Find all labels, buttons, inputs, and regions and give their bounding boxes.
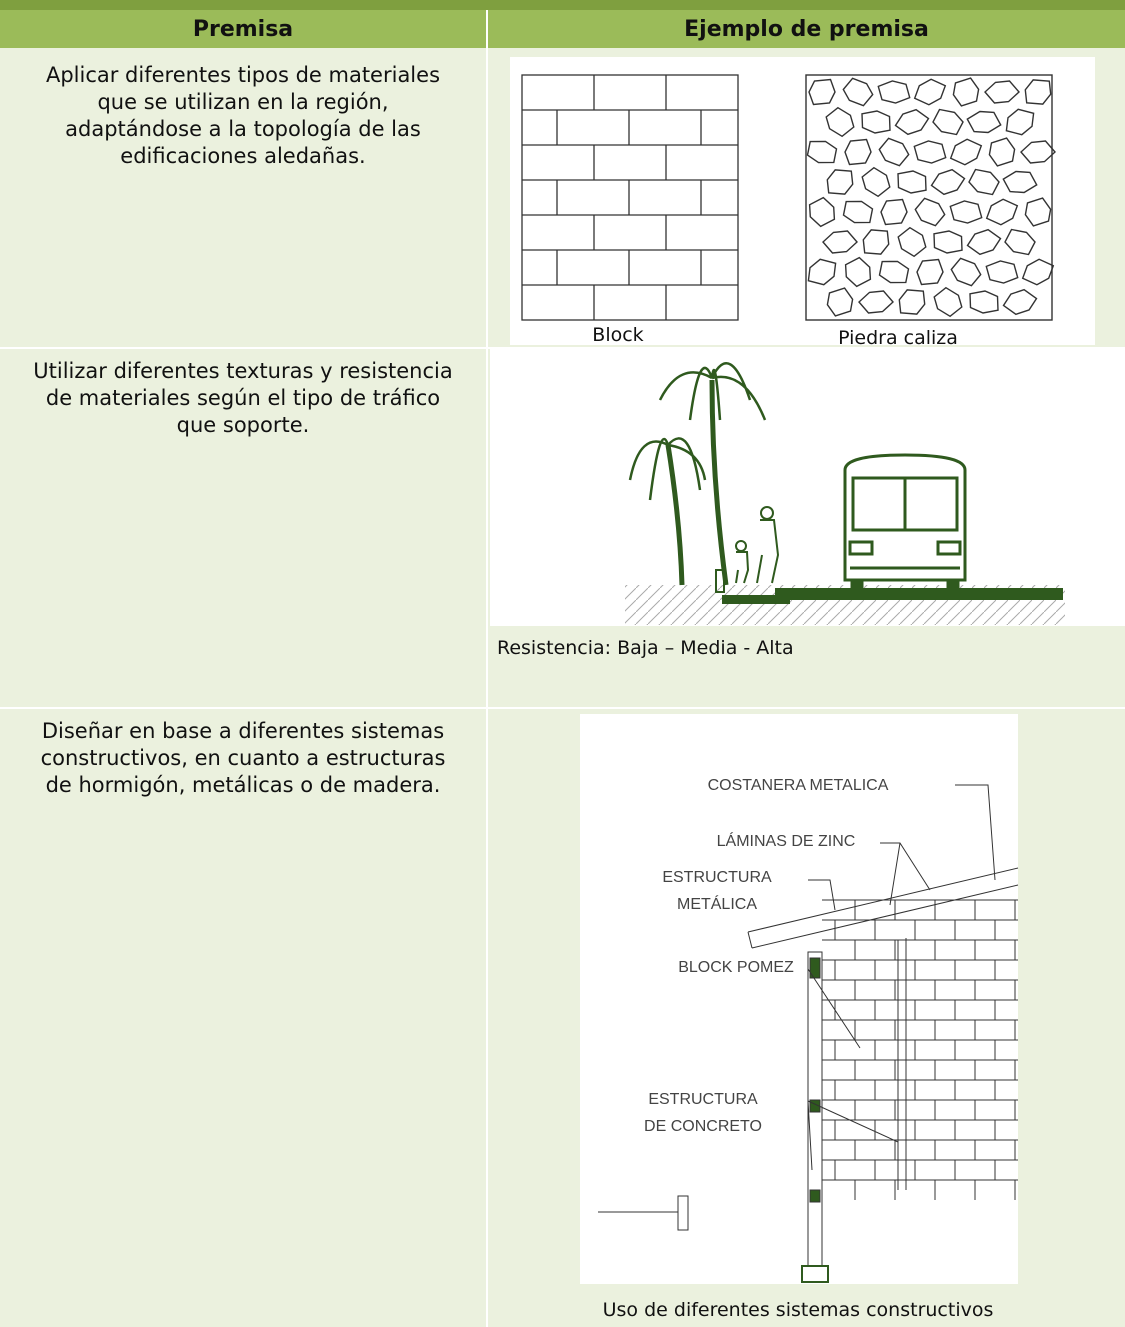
row-rule: [0, 347, 1125, 349]
stone: [1021, 258, 1055, 286]
block-wall: [521, 74, 739, 321]
stone: [894, 108, 930, 136]
stone: [913, 140, 947, 164]
stone: [950, 257, 982, 287]
stone: [880, 198, 908, 226]
section-label: METÁLICA: [677, 894, 757, 913]
stone: [916, 258, 944, 286]
stone: [897, 170, 927, 194]
wall-outline: [521, 74, 739, 321]
section-label: ESTRUCTURA: [662, 869, 772, 886]
section-labels: COSTANERA METALICA LÁMINAS DE ZINC ESTRUCT…: [644, 777, 889, 1135]
image-caption: Resistencia: Baja – Media - Alta: [497, 637, 794, 659]
stone: [822, 230, 858, 254]
stone: [932, 108, 964, 136]
stone: [844, 138, 872, 166]
stone: [1002, 170, 1038, 194]
stone: [877, 80, 911, 104]
stone: [930, 168, 966, 196]
stone: [842, 77, 874, 107]
stone: [984, 80, 1020, 104]
stone: [985, 198, 1019, 226]
stone: [861, 166, 891, 198]
image-label: Block: [592, 324, 643, 346]
wall-outline: [805, 74, 1053, 321]
street-scene: [625, 362, 1065, 625]
stone: [913, 78, 947, 106]
section-label: DE CONCRETO: [644, 1118, 762, 1135]
section-label: COSTANERA METALICA: [708, 777, 889, 794]
header-cell: Ejemplo de premisa: [488, 10, 1125, 48]
stone: [878, 260, 910, 284]
image-label: Piedra caliza: [838, 327, 958, 349]
stone: [861, 110, 891, 134]
stone: [806, 140, 838, 164]
stone: [858, 290, 894, 314]
stone-wall: [805, 74, 1056, 321]
stone: [826, 287, 854, 317]
stone: [808, 196, 836, 228]
stone: [1024, 79, 1052, 105]
premise-text: Utilizar diferentes texturas y resistenc…: [33, 359, 453, 437]
stone: [933, 286, 963, 318]
stone: [807, 258, 837, 286]
image-bg: [490, 349, 1125, 626]
stone: [949, 138, 983, 166]
stone: [1004, 228, 1036, 256]
stone: [878, 137, 910, 167]
stone: [1002, 288, 1038, 316]
stone: [966, 228, 1002, 256]
stone: [1020, 140, 1056, 164]
stone: [825, 106, 855, 138]
row-rule: [0, 707, 1125, 709]
section-label: BLOCK POMEZ: [678, 959, 794, 976]
stone: [897, 226, 927, 258]
stone: [842, 200, 874, 224]
stone: [826, 169, 854, 195]
stone: [952, 77, 980, 107]
stone: [988, 137, 1016, 167]
stone: [808, 78, 836, 106]
top-band: [0, 0, 1125, 10]
stone: [914, 197, 946, 227]
image-caption: Uso de diferentes sistemas constructivos: [603, 1299, 994, 1321]
stone: [844, 256, 872, 288]
stone: [949, 200, 983, 224]
stone: [1005, 108, 1035, 136]
stone: [933, 230, 963, 254]
stone: [969, 290, 999, 314]
stone: [968, 168, 1000, 196]
header-cell: Premisa: [0, 10, 486, 48]
stone: [862, 229, 890, 255]
premise-text: Diseñar en base a diferentes sistemas co…: [40, 719, 446, 797]
section-label: ESTRUCTURA: [648, 1091, 758, 1108]
section-label: LÁMINAS DE ZINC: [717, 831, 856, 850]
stone: [898, 289, 926, 315]
construction-section: [598, 784, 1019, 1283]
stone: [1024, 197, 1052, 227]
premise-text: Aplicar diferentes tipos de materiales q…: [45, 63, 441, 168]
stone: [966, 110, 1002, 134]
image-bg: [580, 714, 1018, 1284]
column-rule: [486, 10, 488, 1327]
stone: [985, 260, 1019, 284]
